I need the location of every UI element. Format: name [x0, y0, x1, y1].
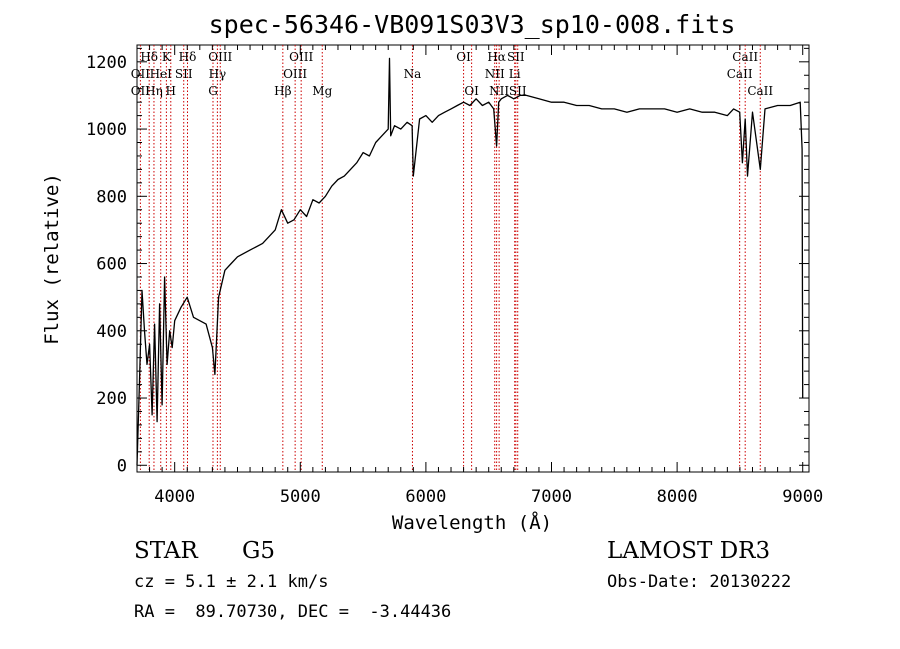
- survey-name: LAMOST DR3: [607, 538, 771, 564]
- spectral-line-label: NII: [489, 84, 509, 98]
- spectral-line-label: SII: [509, 84, 527, 98]
- spectral-line-label: HeI: [150, 67, 173, 81]
- spectral-line-label: OII: [131, 84, 151, 98]
- spectral-line-label: OIII: [289, 50, 313, 64]
- spectral-line-label: Hα: [487, 50, 506, 64]
- spectral-line-label: Hγ: [209, 67, 227, 81]
- spectral-line-label: SII: [175, 67, 193, 81]
- spectral-line-label: OI: [464, 84, 479, 98]
- spectral-line-label: Mg: [312, 84, 332, 98]
- y-tick-label: 0: [117, 456, 127, 476]
- object-class: STAR: [134, 538, 198, 564]
- y-tick-label: 1000: [86, 120, 127, 140]
- spectral-line-label: Hβ: [274, 84, 291, 98]
- y-tick-label: 600: [96, 255, 127, 275]
- y-axis: 0 200 400 600 800 1000 1200: [86, 47, 809, 476]
- spectral-line-label: Li: [509, 67, 521, 81]
- spectral-line-label: OII: [131, 67, 151, 81]
- spectral-line-label: H: [166, 84, 176, 98]
- coordinates: RA = 89.70730, DEC = -3.44436: [134, 602, 452, 622]
- x-axis-label: Wavelength (Å): [392, 511, 552, 534]
- spectral-line-label: OI: [456, 50, 471, 64]
- spectral-line-label: NII: [485, 67, 505, 81]
- spectral-line-label: Hδ: [179, 50, 197, 64]
- redshift-cz: cz = 5.1 ± 2.1 km/s: [134, 572, 329, 592]
- spectral-line-label: G: [208, 84, 218, 98]
- x-axis: 4000 5000 6000 7000 8000 9000: [136, 45, 823, 507]
- spectral-line-label: OIII: [283, 67, 307, 81]
- observation-date: Obs-Date: 20130222: [607, 572, 792, 592]
- spectral-line-labels: Hδ OII OII K HeI Hη H Hδ SII OIII Hγ G Hβ OIII OIII Mg N…: [131, 50, 774, 98]
- plot-frame: [136, 44, 810, 473]
- x-tick-label: 5000: [280, 487, 321, 507]
- x-tick-label: 8000: [657, 487, 698, 507]
- x-tick-label: 6000: [405, 487, 446, 507]
- spectral-line-label: K: [162, 50, 172, 64]
- spectral-line-label: Hη: [145, 84, 163, 98]
- y-axis-label: Flux (relative): [41, 173, 63, 345]
- y-tick-label: 1200: [86, 53, 127, 73]
- x-tick-label: 7000: [531, 487, 572, 507]
- object-subclass: G5: [242, 538, 276, 564]
- y-tick-label: 800: [96, 187, 127, 207]
- spectrum-series-line: [136, 57, 804, 466]
- spectral-line-label: CaII: [727, 67, 753, 81]
- spectral-line-markers: [139, 45, 761, 472]
- spectral-line-label: Hδ: [140, 50, 158, 64]
- spectral-line-label: OIII: [208, 50, 232, 64]
- spectral-line-label: SII: [507, 50, 525, 64]
- y-tick-label: 200: [96, 389, 127, 409]
- spectral-line-label: CaII: [747, 84, 773, 98]
- y-tick-label: 400: [96, 322, 127, 342]
- x-tick-label: 9000: [782, 487, 823, 507]
- spectral-line-label: CaII: [732, 50, 758, 64]
- x-tick-label: 4000: [154, 487, 195, 507]
- chart-title: spec-56346-VB091S03V3_sp10-008.fits: [209, 10, 736, 39]
- spectral-line-label: Na: [404, 67, 422, 81]
